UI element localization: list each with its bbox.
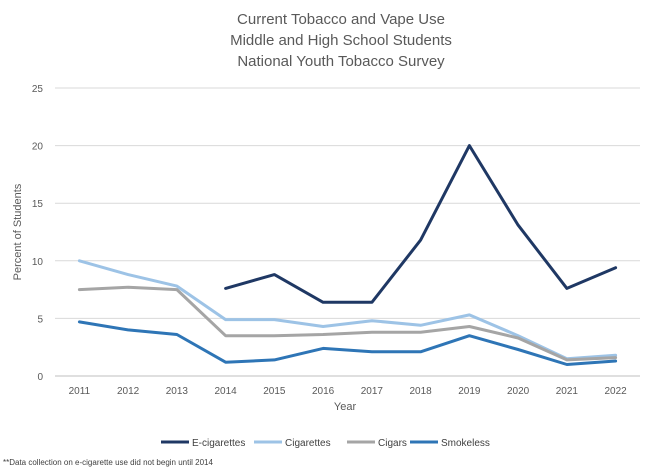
x-axis-ticks: 2011 2012 2013 2014 2015 2016 2017 2018 2019 2020… [69, 386, 628, 397]
y-tick-label: 25 [32, 84, 44, 95]
x-tick-label: 2020 [507, 386, 530, 397]
chart-title-line-1: Current Tobacco and Vape Use [237, 11, 445, 28]
y-tick-label: 10 [32, 257, 44, 268]
y-tick-label: 15 [32, 199, 44, 210]
x-axis-title: Year [334, 401, 357, 413]
series-line-cigars [77, 285, 618, 362]
chart-title-line-2: Middle and High School Students [230, 32, 452, 49]
gridlines [55, 87, 640, 377]
y-tick-label: 5 [37, 314, 43, 325]
x-tick-label: 2022 [605, 386, 628, 397]
y-axis-title: Percent of Students [12, 183, 24, 280]
series-line-cigarettes [77, 259, 618, 361]
chart-title-line-3: National Youth Tobacco Survey [237, 53, 445, 70]
series-lines [77, 144, 618, 366]
legend-label: E-cigarettes [192, 438, 245, 449]
x-tick-label: 2017 [361, 386, 384, 397]
footnote: **Data collection on e-cigarette use did… [3, 458, 213, 467]
legend-label: Cigars [378, 438, 407, 449]
y-tick-label: 0 [37, 372, 43, 383]
x-tick-label: 2015 [263, 386, 286, 397]
series-line-e-cigarettes [224, 144, 618, 304]
x-tick-label: 2018 [410, 386, 433, 397]
x-tick-label: 2021 [556, 386, 579, 397]
x-tick-label: 2019 [458, 386, 481, 397]
series-line-smokeless [77, 320, 618, 366]
legend: E-cigarettes Cigarettes Cigars Smokeless [161, 438, 490, 449]
x-tick-label: 2013 [166, 386, 189, 397]
x-tick-label: 2012 [117, 386, 140, 397]
y-tick-label: 20 [32, 142, 44, 153]
y-axis-ticks: 0 5 10 15 20 25 [32, 84, 44, 383]
legend-label: Smokeless [441, 438, 490, 449]
x-tick-label: 2016 [312, 386, 335, 397]
legend-label: Cigarettes [285, 438, 331, 449]
x-tick-label: 2011 [69, 386, 91, 397]
x-tick-label: 2014 [215, 386, 238, 397]
